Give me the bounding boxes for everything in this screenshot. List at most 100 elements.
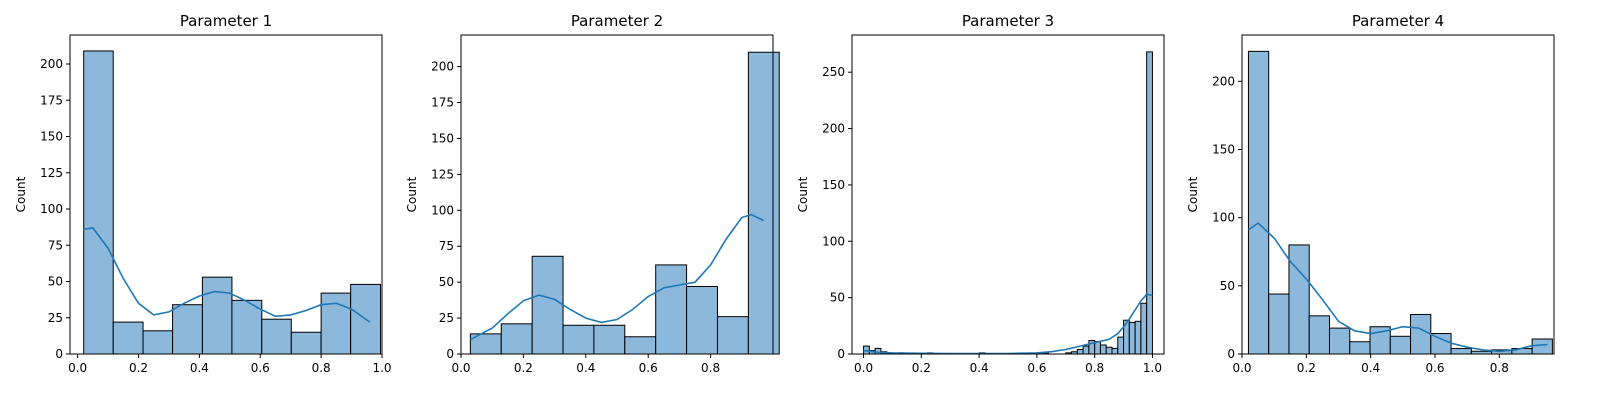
histogram-bar xyxy=(1146,51,1153,355)
y-tick-label: 200 xyxy=(431,60,454,74)
x-tick-label: 0.0 xyxy=(68,361,87,375)
y-tick-label: 150 xyxy=(431,131,454,145)
y-tick-label: 250 xyxy=(822,65,845,79)
kde-curve xyxy=(1247,222,1548,353)
panel-2: 0.0 0.2 0.4 0.6 0.8 0 25 50 75 100 125 150 175 200 Par… xyxy=(405,12,780,375)
histogram-bar xyxy=(1531,338,1553,355)
histogram-bar xyxy=(1389,335,1412,355)
histogram-bar xyxy=(1349,341,1371,355)
y-tick-label: 200 xyxy=(1212,74,1235,88)
y-tick-label: 125 xyxy=(431,167,454,181)
histogram-bar xyxy=(320,292,352,355)
y-axis-label: Count xyxy=(14,176,28,212)
histogram-bar xyxy=(1099,344,1107,355)
histogram-bar xyxy=(142,330,174,355)
histogram-bar xyxy=(624,336,657,355)
x-tick-label: 0.6 xyxy=(1425,361,1444,375)
y-tick-label: 25 xyxy=(48,311,63,325)
x-tick-label: 0.0 xyxy=(854,361,873,375)
histogram-bar xyxy=(716,316,749,355)
x-tick-label: 0.8 xyxy=(1490,361,1509,375)
histogram-bar xyxy=(290,331,322,355)
chart-title: Parameter 2 xyxy=(571,12,663,30)
kde-curve xyxy=(863,293,1153,355)
axes-frame xyxy=(460,34,774,355)
y-axis-label: Count xyxy=(1186,176,1200,212)
axes-frame xyxy=(1241,34,1555,355)
y-axis-label: Count xyxy=(796,176,810,212)
histogram-bar xyxy=(1117,336,1125,355)
x-tick-label: 0.2 xyxy=(912,361,931,375)
histogram-bar xyxy=(562,324,595,355)
x-tick-label: 0.6 xyxy=(1027,361,1046,375)
y-tick-label: 175 xyxy=(40,93,63,107)
kde-curve xyxy=(83,227,371,323)
x-tick-label: 0.2 xyxy=(514,361,533,375)
histogram-bar xyxy=(1128,321,1136,355)
y-tick-label: 100 xyxy=(1212,211,1235,225)
y-tick-label: 50 xyxy=(48,275,63,289)
y-tick-label: 0 xyxy=(446,347,454,361)
y-tick-label: 100 xyxy=(431,203,454,217)
y-tick-label: 100 xyxy=(822,234,845,248)
y-tick-label: 50 xyxy=(830,291,845,305)
histogram-bar xyxy=(231,299,263,355)
x-tick-label: 0.2 xyxy=(129,361,148,375)
histogram-bar xyxy=(201,276,233,355)
y-tick-label: 150 xyxy=(1212,143,1235,157)
histogram-bar xyxy=(686,285,718,355)
x-tick-label: 0.8 xyxy=(1085,361,1104,375)
y-tick-label: 200 xyxy=(822,122,845,136)
x-tick-label: 0.0 xyxy=(451,361,470,375)
y-tick-label: 0 xyxy=(1227,347,1235,361)
histogram-bar xyxy=(747,51,780,355)
histogram-bar xyxy=(1105,346,1113,355)
histogram-bar xyxy=(1288,244,1310,355)
histogram-bar xyxy=(593,324,626,355)
y-tick-label: 150 xyxy=(40,130,63,144)
histogram-bar xyxy=(531,255,564,355)
chart-title: Parameter 1 xyxy=(180,12,272,30)
y-tick-label: 175 xyxy=(431,96,454,110)
x-tick-label: 0.4 xyxy=(190,361,209,375)
y-tick-label: 200 xyxy=(40,57,63,71)
kde-curve xyxy=(470,213,764,341)
x-tick-label: 0.8 xyxy=(701,361,720,375)
y-tick-label: 0 xyxy=(55,347,63,361)
y-tick-label: 50 xyxy=(439,275,454,289)
histogram-bar xyxy=(1134,320,1142,355)
y-tick-label: 75 xyxy=(48,238,63,252)
histogram-bar xyxy=(1140,302,1148,355)
y-tick-label: 75 xyxy=(439,239,454,253)
histogram-bar xyxy=(172,304,203,355)
y-tick-label: 0 xyxy=(837,347,845,361)
histogram-bar xyxy=(1082,345,1090,355)
y-tick-label: 25 xyxy=(439,311,454,325)
chart-title: Parameter 3 xyxy=(962,12,1054,30)
histogram-bar xyxy=(1094,341,1101,355)
panel-3: 0.0 0.2 0.4 0.6 0.8 1.0 0 50 100 150 200 250 Paramet… xyxy=(796,12,1165,375)
histogram-bar xyxy=(1111,347,1119,355)
panel-1: 0.0 0.2 0.4 0.6 0.8 1.0 0 25 50 75 100 125 150 175 200… xyxy=(14,12,392,375)
x-tick-label: 0.6 xyxy=(639,361,658,375)
histogram-bar xyxy=(1268,293,1290,355)
histogram-bar xyxy=(1076,348,1084,355)
histogram-bar xyxy=(655,264,688,355)
x-tick-label: 1.0 xyxy=(1143,361,1162,375)
histogram-bar xyxy=(1430,333,1452,355)
histogram-bar xyxy=(1450,348,1472,355)
histogram-bar xyxy=(1308,315,1330,355)
histogram-bar xyxy=(1328,327,1351,355)
histogram-bar xyxy=(112,321,144,355)
histogram-bar xyxy=(500,323,533,355)
chart-title: Parameter 4 xyxy=(1352,12,1444,30)
x-tick-label: 0.4 xyxy=(576,361,595,375)
y-tick-label: 150 xyxy=(822,178,845,192)
histogram-bar xyxy=(1410,313,1432,355)
x-tick-label: 1.0 xyxy=(372,361,391,375)
x-tick-label: 0.6 xyxy=(251,361,270,375)
histogram-bar xyxy=(83,50,114,355)
x-tick-label: 0.4 xyxy=(970,361,989,375)
histogram-bar xyxy=(1247,50,1270,355)
